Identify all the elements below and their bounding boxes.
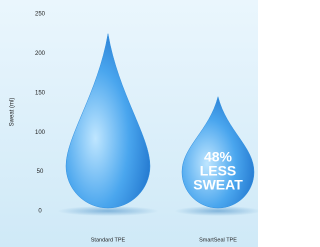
y-tick-label: 50 [37,169,44,175]
y-tick-label: 100 [35,130,46,136]
page: {"chart_data": {"type": "pictogram", "y_… [0,0,320,247]
x-tick-label: Standard TPE [91,237,126,243]
y-axis-label: Sweat (ml) [10,98,16,127]
y-tick-label: 250 [35,12,46,18]
annotation: SWEAT [193,177,243,193]
x-tick-label: SmartSeal TPE [199,237,237,243]
y-tick-label: 150 [35,90,46,96]
y-tick-label: 200 [35,51,46,57]
